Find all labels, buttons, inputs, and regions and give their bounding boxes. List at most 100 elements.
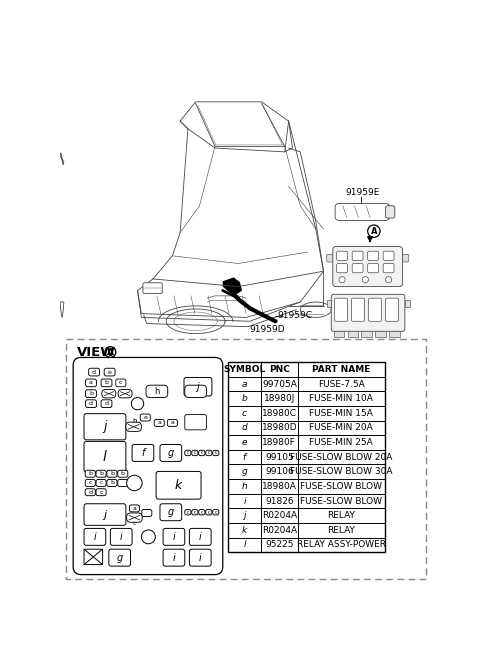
Text: h: h — [132, 418, 137, 424]
Text: c: c — [132, 522, 136, 526]
Text: b: b — [110, 471, 114, 476]
Text: d: d — [105, 401, 108, 406]
Text: 99105: 99105 — [265, 453, 294, 462]
Text: j: j — [103, 420, 107, 433]
FancyBboxPatch shape — [326, 255, 333, 262]
FancyBboxPatch shape — [206, 450, 212, 456]
Text: c: c — [99, 480, 103, 485]
FancyBboxPatch shape — [351, 298, 365, 321]
Text: 91826: 91826 — [265, 497, 294, 506]
Text: i: i — [243, 497, 246, 506]
FancyBboxPatch shape — [96, 480, 106, 487]
Bar — [66, 339, 426, 579]
FancyBboxPatch shape — [118, 470, 128, 477]
FancyBboxPatch shape — [104, 368, 115, 376]
FancyBboxPatch shape — [118, 390, 132, 398]
Bar — [348, 331, 359, 337]
Text: l: l — [243, 541, 246, 550]
Text: g: g — [117, 552, 123, 563]
Circle shape — [127, 475, 142, 491]
FancyBboxPatch shape — [163, 549, 185, 566]
FancyBboxPatch shape — [383, 264, 394, 273]
FancyBboxPatch shape — [84, 549, 103, 565]
Text: i: i — [172, 532, 175, 542]
FancyBboxPatch shape — [84, 414, 126, 440]
FancyBboxPatch shape — [160, 445, 181, 461]
Bar — [334, 331, 345, 337]
FancyBboxPatch shape — [385, 298, 399, 321]
Text: A: A — [107, 348, 114, 357]
Text: b: b — [99, 471, 103, 476]
Text: 91959D: 91959D — [250, 325, 286, 335]
FancyBboxPatch shape — [333, 247, 403, 287]
FancyBboxPatch shape — [84, 528, 106, 545]
FancyBboxPatch shape — [185, 450, 191, 456]
Bar — [375, 331, 386, 337]
FancyBboxPatch shape — [85, 470, 95, 477]
Text: a: a — [242, 380, 247, 388]
FancyBboxPatch shape — [352, 251, 363, 260]
Text: d: d — [92, 369, 96, 375]
Text: i: i — [199, 532, 202, 542]
Text: FUSE-SLOW BLOW: FUSE-SLOW BLOW — [300, 497, 383, 506]
Text: 99106: 99106 — [265, 467, 294, 476]
Text: 18980F: 18980F — [263, 438, 296, 447]
Text: c: c — [201, 451, 203, 455]
FancyBboxPatch shape — [127, 513, 142, 522]
FancyBboxPatch shape — [335, 203, 389, 220]
Polygon shape — [60, 153, 64, 165]
Text: 18980A: 18980A — [262, 482, 297, 491]
FancyBboxPatch shape — [383, 251, 394, 260]
FancyBboxPatch shape — [331, 295, 405, 331]
FancyBboxPatch shape — [160, 504, 181, 521]
Text: c: c — [207, 510, 210, 515]
Text: FUSE-7.5A: FUSE-7.5A — [318, 380, 365, 388]
Text: c: c — [201, 510, 203, 515]
Text: 18980J: 18980J — [264, 394, 295, 403]
Text: b: b — [105, 380, 108, 385]
Circle shape — [385, 277, 392, 283]
FancyBboxPatch shape — [199, 450, 205, 456]
Text: c: c — [187, 510, 189, 515]
Text: RELAY ASSY-POWER: RELAY ASSY-POWER — [297, 541, 386, 550]
Text: h: h — [154, 387, 159, 396]
Text: FUSE-MIN 15A: FUSE-MIN 15A — [310, 409, 373, 418]
FancyBboxPatch shape — [213, 510, 219, 515]
FancyBboxPatch shape — [185, 385, 206, 398]
Text: PART NAME: PART NAME — [312, 365, 371, 374]
Text: g: g — [168, 507, 174, 517]
FancyBboxPatch shape — [132, 445, 154, 461]
FancyBboxPatch shape — [185, 510, 191, 515]
Text: a: a — [170, 420, 174, 425]
Text: FUSE-MIN 20A: FUSE-MIN 20A — [310, 423, 373, 432]
Text: FUSE-MIN 10A: FUSE-MIN 10A — [310, 394, 373, 403]
Text: c: c — [193, 451, 196, 455]
FancyBboxPatch shape — [190, 528, 211, 545]
Text: j: j — [243, 511, 246, 520]
FancyBboxPatch shape — [192, 510, 198, 515]
Circle shape — [142, 530, 156, 544]
Text: g: g — [241, 467, 247, 476]
FancyBboxPatch shape — [336, 264, 348, 273]
Text: R0204A: R0204A — [262, 511, 297, 520]
FancyBboxPatch shape — [190, 549, 211, 566]
Circle shape — [339, 277, 345, 283]
FancyBboxPatch shape — [85, 390, 96, 398]
Bar — [326, 300, 331, 306]
Text: i: i — [172, 552, 175, 563]
Text: RELAY: RELAY — [327, 511, 355, 520]
Text: 95225: 95225 — [265, 541, 294, 550]
Text: FUSE-SLOW BLOW: FUSE-SLOW BLOW — [300, 482, 383, 491]
Text: A: A — [371, 227, 377, 236]
FancyBboxPatch shape — [85, 400, 96, 407]
Text: e: e — [144, 415, 147, 420]
Text: b: b — [121, 471, 125, 476]
FancyBboxPatch shape — [146, 385, 168, 398]
FancyBboxPatch shape — [192, 450, 198, 456]
Text: d: d — [241, 423, 247, 432]
Bar — [405, 300, 409, 306]
FancyBboxPatch shape — [168, 419, 178, 426]
FancyBboxPatch shape — [163, 528, 185, 545]
Bar — [228, 362, 385, 552]
Text: c: c — [119, 380, 122, 385]
